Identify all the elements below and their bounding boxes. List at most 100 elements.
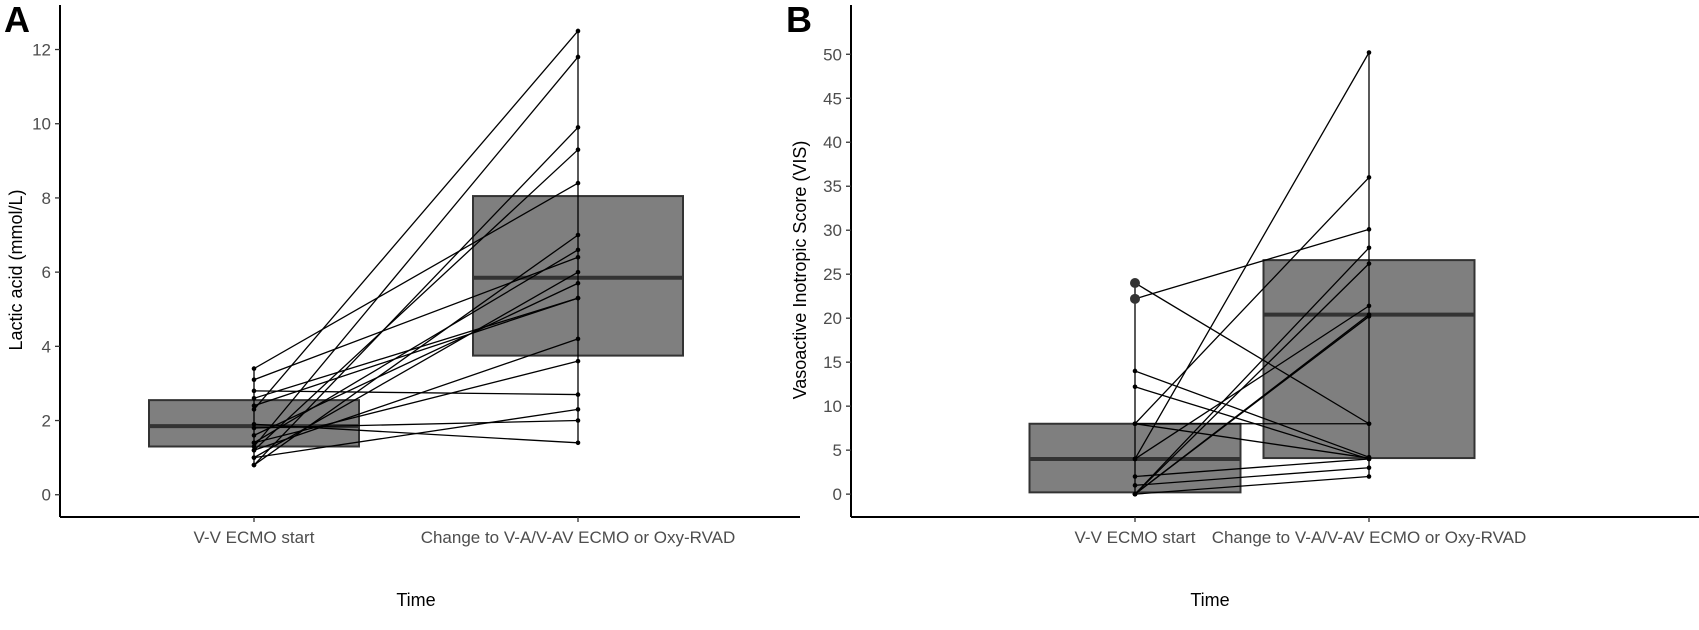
x-tick-label: V-V ECMO start — [194, 528, 315, 547]
y-tick-label: 10 — [823, 397, 842, 416]
outlier-point — [1130, 277, 1140, 288]
subject-line — [253, 256, 579, 381]
x-tick-label: Change to V-A/V-AV ECMO or Oxy-RVAD — [421, 528, 736, 547]
data-point — [1366, 50, 1372, 55]
data-point — [251, 403, 257, 408]
data-point — [1366, 421, 1372, 427]
data-point — [575, 295, 581, 301]
data-point — [575, 280, 581, 286]
subject-line — [1134, 386, 1370, 460]
subject-line — [1134, 247, 1370, 495]
data-point — [251, 388, 257, 394]
subject-line — [253, 126, 579, 466]
subject-line — [253, 423, 579, 444]
data-point — [575, 180, 581, 186]
data-point — [1132, 421, 1138, 427]
data-point — [1132, 483, 1138, 488]
data-point — [251, 444, 257, 449]
data-point — [575, 147, 581, 152]
data-point — [575, 254, 581, 260]
data-point — [1132, 474, 1138, 479]
y-tick-label: 10 — [32, 115, 51, 134]
panel-b: B Vasoactive Inotropic Score (VIS) Time … — [786, 0, 1699, 610]
data-point — [1132, 384, 1138, 390]
subject-line — [253, 149, 579, 451]
data-point — [251, 366, 257, 371]
data-point — [251, 462, 257, 468]
subject-line — [1134, 467, 1370, 486]
data-point — [1366, 465, 1372, 471]
data-point — [1366, 303, 1372, 309]
subject-line — [253, 297, 579, 407]
subject-line — [1134, 370, 1370, 458]
y-tick-label: 30 — [823, 221, 842, 240]
data-point — [1132, 491, 1138, 497]
subject-line — [1134, 475, 1370, 495]
data-point — [251, 447, 257, 453]
subject-line — [1134, 305, 1370, 460]
data-point — [1366, 456, 1372, 462]
subject-line — [1134, 423, 1370, 459]
x-axis-title: Time — [1190, 590, 1229, 610]
data-point — [575, 418, 581, 423]
data-point — [1132, 368, 1138, 374]
data-point — [1132, 456, 1138, 462]
data-point — [251, 455, 257, 460]
data-point — [251, 433, 257, 438]
y-tick-label: 8 — [42, 189, 51, 208]
y-tick-label: 0 — [833, 485, 842, 504]
data-point — [575, 336, 581, 342]
subject-line — [253, 182, 579, 370]
subject-line — [1134, 176, 1370, 425]
x-axis-title: Time — [396, 590, 435, 610]
subject-line — [1134, 458, 1370, 478]
y-axis-title: Vasoactive Inotropic Score (VIS) — [790, 141, 810, 400]
data-point — [575, 232, 581, 238]
data-point — [575, 28, 581, 34]
data-point — [251, 407, 257, 412]
y-tick-label: 2 — [42, 412, 51, 431]
y-tick-label: 5 — [833, 441, 842, 460]
data-point — [575, 125, 581, 130]
data-point — [251, 440, 257, 446]
y-tick-label: 20 — [823, 309, 842, 328]
outlier-point — [1130, 293, 1140, 304]
data-point — [1366, 261, 1372, 266]
y-tick-label: 40 — [823, 133, 842, 152]
y-tick-label: 4 — [42, 337, 51, 356]
subject-line — [253, 297, 579, 399]
subject-line — [1134, 315, 1370, 495]
subject-line — [253, 30, 579, 410]
data-point — [575, 407, 581, 412]
data-point — [1366, 245, 1372, 251]
panel-label: B — [786, 0, 812, 40]
panel-label: A — [4, 0, 30, 40]
subject-line — [1134, 282, 1370, 425]
data-point — [251, 425, 257, 431]
y-tick-label: 15 — [823, 353, 842, 372]
panel-a: A Lactic acid (mmol/L) Time V-V ECMO sta… — [4, 0, 800, 610]
y-tick-label: 12 — [32, 41, 51, 60]
subject-line — [253, 282, 579, 436]
data-point — [1366, 314, 1372, 319]
y-tick-label: 50 — [823, 45, 842, 64]
subject-line — [1134, 52, 1370, 460]
data-point — [575, 269, 581, 275]
y-tick-label: 25 — [823, 265, 842, 284]
y-tick-label: 0 — [42, 486, 51, 505]
data-point — [1366, 474, 1372, 479]
y-tick-label: 6 — [42, 263, 51, 282]
data-point — [251, 395, 257, 401]
subject-line — [1134, 228, 1370, 300]
data-point — [575, 247, 581, 253]
data-point — [1366, 227, 1372, 232]
data-point — [251, 421, 257, 427]
data-point — [1366, 175, 1372, 180]
data-point — [575, 54, 581, 60]
data-point — [575, 358, 581, 364]
x-tick-label: Change to V-A/V-AV ECMO or Oxy-RVAD — [1212, 528, 1527, 547]
x-tick-label: V-V ECMO start — [1075, 528, 1196, 547]
y-tick-label: 45 — [823, 89, 842, 108]
subject-line — [253, 338, 579, 451]
